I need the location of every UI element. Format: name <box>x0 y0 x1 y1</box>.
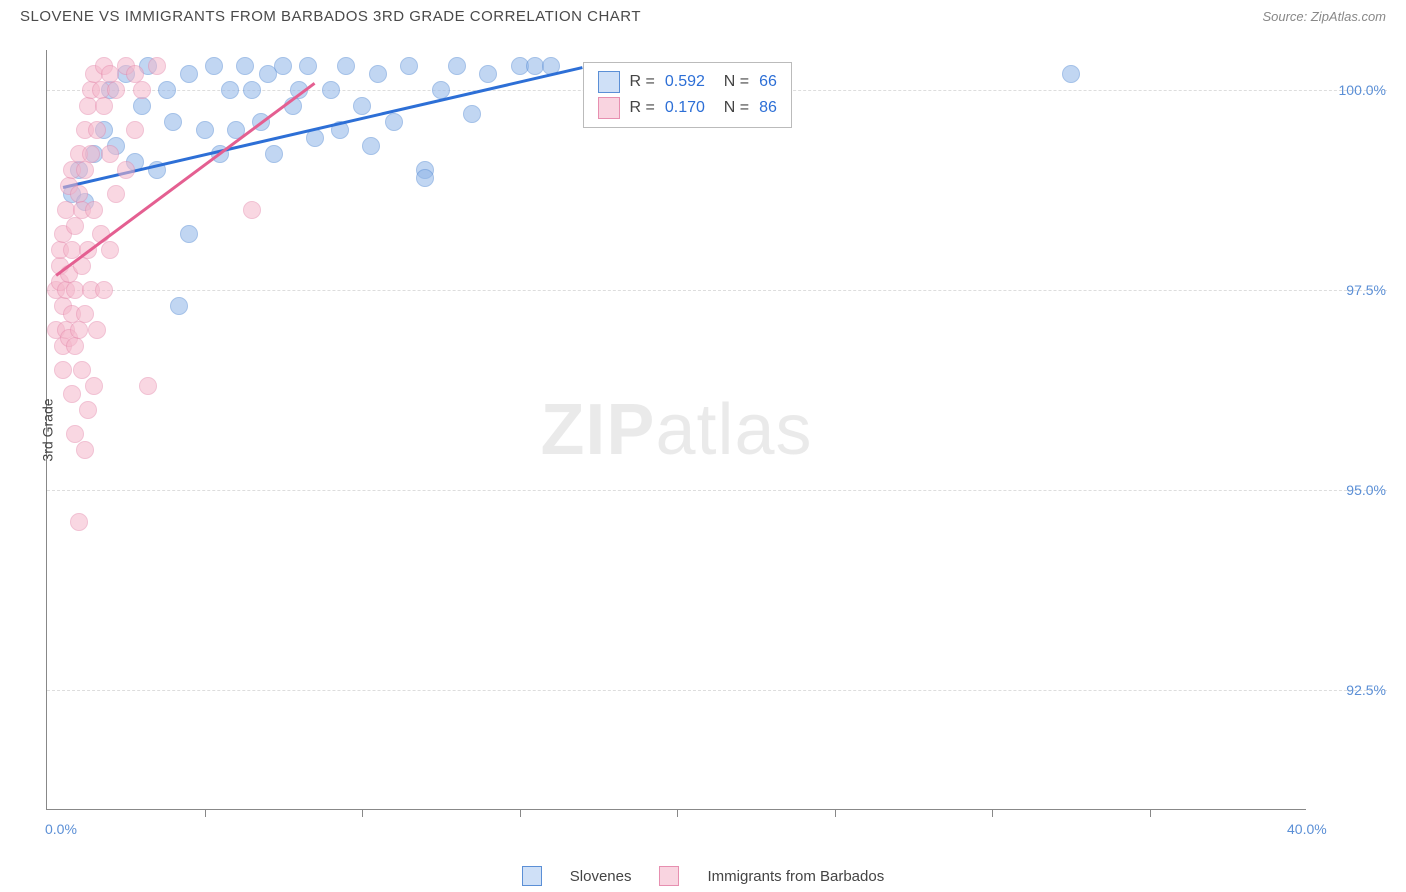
data-point <box>101 145 119 163</box>
x-tick-label-min: 0.0% <box>45 821 77 837</box>
data-point <box>337 57 355 75</box>
r-value: 0.592 <box>665 73 705 91</box>
data-point <box>385 113 403 131</box>
data-point <box>299 57 317 75</box>
y-tick-label: 95.0% <box>1316 482 1386 498</box>
data-point <box>221 81 239 99</box>
y-tick-label: 92.5% <box>1316 682 1386 698</box>
data-point <box>164 113 182 131</box>
legend-label-barbados: Immigrants from Barbados <box>707 868 884 885</box>
r-label: R = <box>630 99 655 117</box>
data-point <box>85 201 103 219</box>
y-tick-label: 97.5% <box>1316 282 1386 298</box>
data-point <box>85 377 103 395</box>
data-point <box>88 121 106 139</box>
x-tick-label-max: 40.0% <box>1287 821 1386 837</box>
data-point <box>54 361 72 379</box>
data-point <box>79 401 97 419</box>
n-value: 66 <box>759 73 777 91</box>
y-tick-label: 100.0% <box>1316 82 1386 98</box>
data-point <box>82 145 100 163</box>
x-tick <box>362 809 363 817</box>
data-point <box>70 321 88 339</box>
legend-label-slovenes: Slovenes <box>570 868 632 885</box>
stats-legend-row: R = 0.592 N = 66 <box>598 69 777 95</box>
x-tick <box>520 809 521 817</box>
data-point <box>107 185 125 203</box>
data-point <box>76 161 94 179</box>
watermark: ZIPatlas <box>540 389 812 471</box>
chart-title: SLOVENE VS IMMIGRANTS FROM BARBADOS 3RD … <box>20 8 641 25</box>
data-point <box>126 121 144 139</box>
data-point <box>353 97 371 115</box>
data-point <box>180 225 198 243</box>
data-point <box>76 305 94 323</box>
data-point <box>95 97 113 115</box>
data-point <box>274 57 292 75</box>
data-point <box>196 121 214 139</box>
y-axis-label: 3rd Grade <box>40 398 56 461</box>
x-tick <box>1150 809 1151 817</box>
n-label: N = <box>715 99 749 117</box>
x-tick <box>205 809 206 817</box>
data-point <box>362 137 380 155</box>
data-point <box>73 361 91 379</box>
data-point <box>243 201 261 219</box>
data-point <box>463 105 481 123</box>
data-point <box>107 81 125 99</box>
data-point <box>66 217 84 235</box>
x-tick <box>677 809 678 817</box>
data-point <box>139 377 157 395</box>
data-point <box>448 57 466 75</box>
data-point <box>63 385 81 403</box>
data-point <box>400 57 418 75</box>
data-point <box>1062 65 1080 83</box>
chart-area: ZIPatlas 92.5%95.0%97.5%100.0%0.0%40.0%R… <box>46 50 1386 810</box>
gridline <box>47 290 1387 291</box>
legend-swatch-barbados <box>659 866 679 886</box>
x-tick <box>835 809 836 817</box>
data-point <box>70 513 88 531</box>
legend-swatch <box>598 71 620 93</box>
data-point <box>236 57 254 75</box>
data-point <box>180 65 198 83</box>
data-point <box>133 97 151 115</box>
data-point <box>117 161 135 179</box>
data-point <box>133 81 151 99</box>
data-point <box>479 65 497 83</box>
legend-swatch-slovenes <box>522 866 542 886</box>
data-point <box>205 57 223 75</box>
data-point <box>101 241 119 259</box>
data-point <box>416 169 434 187</box>
legend-swatch <box>598 97 620 119</box>
data-point <box>95 281 113 299</box>
bottom-legend: Slovenes Immigrants from Barbados <box>0 866 1406 886</box>
data-point <box>369 65 387 83</box>
data-point <box>265 145 283 163</box>
plot-region: ZIPatlas 92.5%95.0%97.5%100.0%0.0%40.0%R… <box>46 50 1306 810</box>
chart-header: SLOVENE VS IMMIGRANTS FROM BARBADOS 3RD … <box>0 0 1406 29</box>
x-tick <box>992 809 993 817</box>
data-point <box>76 441 94 459</box>
data-point <box>158 81 176 99</box>
data-point <box>243 81 261 99</box>
data-point <box>322 81 340 99</box>
data-point <box>66 337 84 355</box>
r-label: R = <box>630 73 655 91</box>
gridline <box>47 690 1387 691</box>
stats-legend-row: R = 0.170 N = 86 <box>598 95 777 121</box>
n-value: 86 <box>759 99 777 117</box>
data-point <box>148 57 166 75</box>
r-value: 0.170 <box>665 99 705 117</box>
data-point <box>170 297 188 315</box>
n-label: N = <box>715 73 749 91</box>
data-point <box>88 321 106 339</box>
chart-source: Source: ZipAtlas.com <box>1262 9 1386 24</box>
stats-legend: R = 0.592 N = 66 R = 0.170 N = 86 <box>583 62 792 128</box>
gridline <box>47 490 1387 491</box>
